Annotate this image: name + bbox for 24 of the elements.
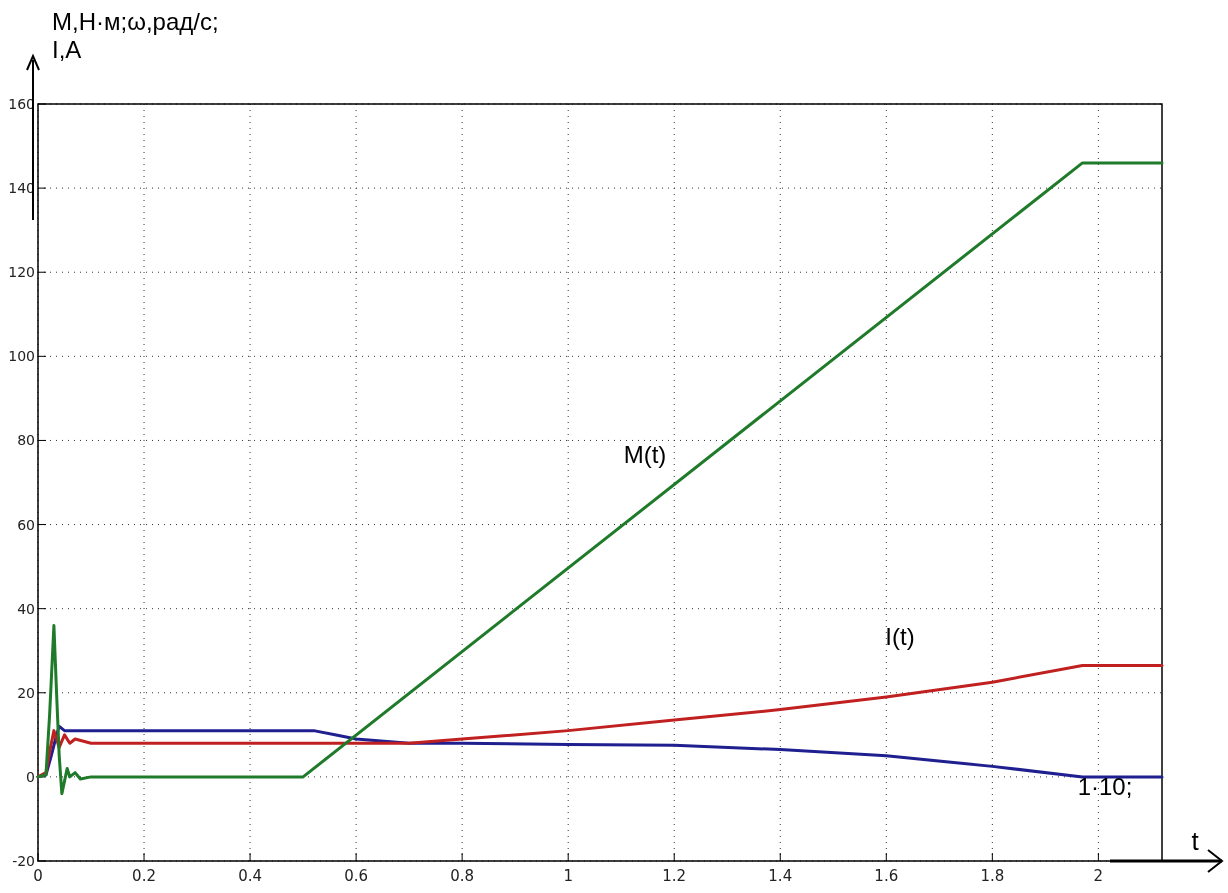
x-tick-label: 2 — [1093, 867, 1104, 885]
x-tick-label: 1 — [563, 867, 573, 885]
y-tick-label: 120 — [8, 264, 35, 281]
annotation: 1·10; — [1077, 773, 1133, 800]
y-axis-title: M,Н·м;ω,рад/с; I,А — [52, 8, 219, 63]
y-tick-label: 100 — [8, 348, 35, 365]
x-tick-label: 0.8 — [450, 867, 475, 885]
line-series — [36, 161, 1164, 796]
x-tick-label: 1.8 — [980, 867, 1005, 885]
annotation: I(t) — [885, 623, 915, 650]
y-tick-label: 60 — [17, 516, 35, 533]
annotation: M(t) — [623, 441, 667, 468]
y-tick-label: 0 — [26, 768, 35, 785]
y-tick-label: 80 — [17, 432, 35, 449]
x-tick-label: 1.2 — [662, 867, 687, 885]
x-tick-label: 1.4 — [768, 867, 793, 885]
y-tick-label: 40 — [17, 600, 35, 617]
x-axis-title: t — [1191, 826, 1200, 856]
y-tick-label: 20 — [17, 684, 35, 701]
x-tick-label: 0.2 — [132, 867, 156, 885]
y-tick-label: -20 — [12, 853, 35, 869]
x-tick-label: 0.4 — [238, 867, 263, 885]
x-tick-label: 0.6 — [344, 867, 369, 885]
x-tick-label: 1.6 — [874, 867, 899, 885]
